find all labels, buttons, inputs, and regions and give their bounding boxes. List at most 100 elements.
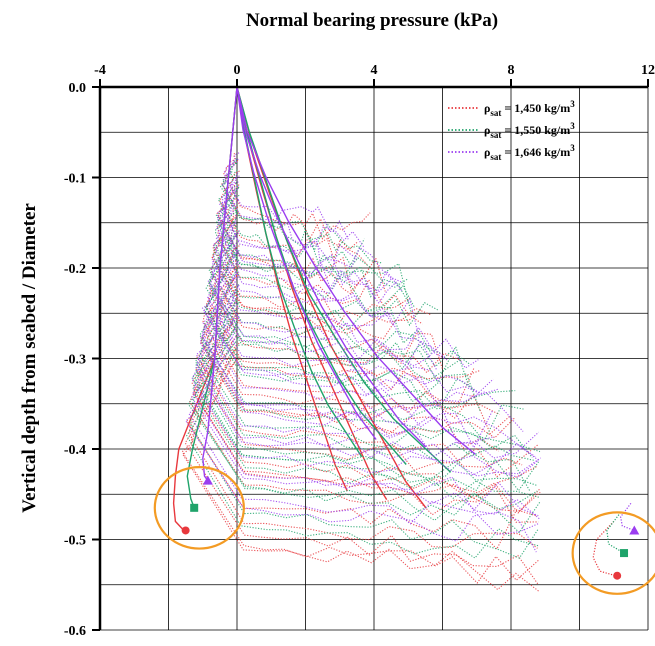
x-tick-label: -4 bbox=[94, 63, 106, 78]
series-cycle-line bbox=[205, 235, 470, 387]
legend-label: ρsat = 1,646 kg/m3 bbox=[484, 143, 575, 162]
series-backbone-line bbox=[236, 86, 427, 448]
series-cycle-line bbox=[204, 253, 516, 410]
x-tick-label: 12 bbox=[641, 63, 655, 78]
series-cycle-line bbox=[192, 313, 539, 517]
grid-lines bbox=[99, 86, 649, 631]
series-backbone-line bbox=[236, 86, 476, 455]
y-tick-label: -0.2 bbox=[64, 262, 86, 277]
series-cycle-line bbox=[211, 214, 446, 359]
series-cycle-line bbox=[216, 186, 412, 312]
series-backbone-line bbox=[236, 86, 377, 440]
series-cycle-line bbox=[188, 342, 538, 549]
series-cycle-line bbox=[200, 276, 536, 458]
series-marker-circle bbox=[613, 571, 622, 580]
series-cycle-line bbox=[190, 315, 541, 521]
series-cycle-line bbox=[196, 286, 523, 468]
series-cycle-line bbox=[190, 336, 539, 559]
series-cycle-line bbox=[211, 212, 431, 334]
series-right-branch bbox=[606, 512, 625, 554]
y-tick-label: -0.1 bbox=[64, 172, 86, 187]
series-group bbox=[172, 86, 622, 592]
x-axis-title: Normal bearing pressure (kPa) bbox=[246, 10, 498, 31]
series-marker-square bbox=[620, 549, 629, 558]
y-axis-title: Vertical depth from seabed / Diameter bbox=[19, 203, 40, 513]
series-cycle-line bbox=[202, 271, 494, 449]
series-cycle-line bbox=[182, 358, 540, 592]
series-cycle-line bbox=[222, 152, 371, 240]
series-cycle-line bbox=[218, 170, 359, 262]
series-cycle-line bbox=[202, 261, 524, 432]
series-cycle-line bbox=[189, 319, 539, 523]
series-cycle-line bbox=[208, 222, 442, 355]
series-cycle-line bbox=[184, 349, 539, 585]
y-tick-label: -0.3 bbox=[64, 353, 86, 368]
series-cycle-line bbox=[219, 160, 343, 253]
legend: ρsat = 1,450 kg/m3 ρsat = 1,550 kg/m3 ρsat… bbox=[448, 99, 575, 162]
series-cycle-line bbox=[194, 302, 540, 492]
axes: -4 0 4 8 12 0.0 -0.1 -0.2 -0.3 -0.4 -0.5 -0.6 bbox=[64, 63, 655, 639]
series-cycle-line bbox=[221, 158, 349, 248]
y-tick-label: 0.0 bbox=[69, 81, 87, 96]
series-cycle-line bbox=[195, 295, 539, 478]
series-cycle-line bbox=[218, 175, 393, 280]
series-backbone-line bbox=[236, 86, 427, 509]
series-cycle-line bbox=[204, 249, 481, 411]
series-cycle-line bbox=[217, 181, 402, 293]
series-cycle-line bbox=[223, 152, 365, 249]
series-marker-square bbox=[190, 503, 199, 512]
series-cycle-line bbox=[202, 265, 511, 435]
annotation-circle bbox=[153, 466, 245, 550]
series-cycle-line bbox=[209, 233, 461, 382]
series-cycle-line bbox=[211, 212, 422, 340]
series-right-branch bbox=[592, 520, 616, 577]
annotation-circle bbox=[571, 511, 655, 595]
series-cycle-line bbox=[212, 203, 420, 340]
series-marker-triangle bbox=[629, 525, 640, 535]
x-tick-label: 0 bbox=[234, 63, 241, 78]
plot-area bbox=[153, 86, 655, 595]
legend-label: ρsat = 1,550 kg/m3 bbox=[484, 121, 575, 140]
x-tick-label: 8 bbox=[508, 63, 515, 78]
series-cycle-line bbox=[195, 284, 539, 459]
series-left-branch bbox=[202, 86, 238, 482]
series-cycle-line bbox=[221, 159, 368, 265]
series-cycle-line bbox=[200, 275, 500, 452]
series-cycle-line bbox=[215, 198, 395, 318]
series-cycle-line bbox=[200, 274, 515, 439]
series-group bbox=[185, 86, 640, 553]
series-cycle-line bbox=[212, 213, 432, 354]
series-cycle-line bbox=[186, 344, 540, 559]
series-right-branch bbox=[619, 502, 635, 532]
series-cycle-line bbox=[191, 322, 538, 521]
x-tick-label: 4 bbox=[371, 63, 378, 78]
series-cycle-line bbox=[207, 230, 479, 369]
series-cycle-line bbox=[199, 270, 524, 443]
series-backbone-line bbox=[236, 86, 388, 500]
series-cycle-line bbox=[211, 222, 449, 361]
series-cycle-line bbox=[201, 271, 495, 445]
series-cycle-line bbox=[215, 190, 399, 305]
series-cycle-line bbox=[192, 312, 541, 512]
series-cycle-line bbox=[181, 356, 540, 584]
series-cycle-line bbox=[195, 293, 539, 478]
y-tick-label: -0.6 bbox=[64, 624, 86, 639]
series-cycle-line bbox=[202, 260, 500, 415]
y-tick-label: -0.5 bbox=[64, 534, 86, 549]
series-cycle-line bbox=[207, 245, 481, 380]
series-marker-circle bbox=[181, 526, 190, 535]
series-cycle-line bbox=[212, 206, 411, 326]
series-cycle-line bbox=[215, 194, 415, 312]
series-cycle-line bbox=[221, 172, 358, 274]
series-cycle-line bbox=[185, 333, 537, 553]
series-cycle-line bbox=[215, 181, 409, 288]
series-cycle-line bbox=[201, 250, 499, 395]
series-cycle-line bbox=[207, 242, 479, 394]
series-cycle-line bbox=[195, 296, 531, 492]
series-cycle-line bbox=[193, 311, 541, 514]
series-cycle-line bbox=[191, 302, 542, 477]
legend-label: ρsat = 1,450 kg/m3 bbox=[484, 99, 575, 118]
series-cycle-line bbox=[200, 274, 533, 458]
